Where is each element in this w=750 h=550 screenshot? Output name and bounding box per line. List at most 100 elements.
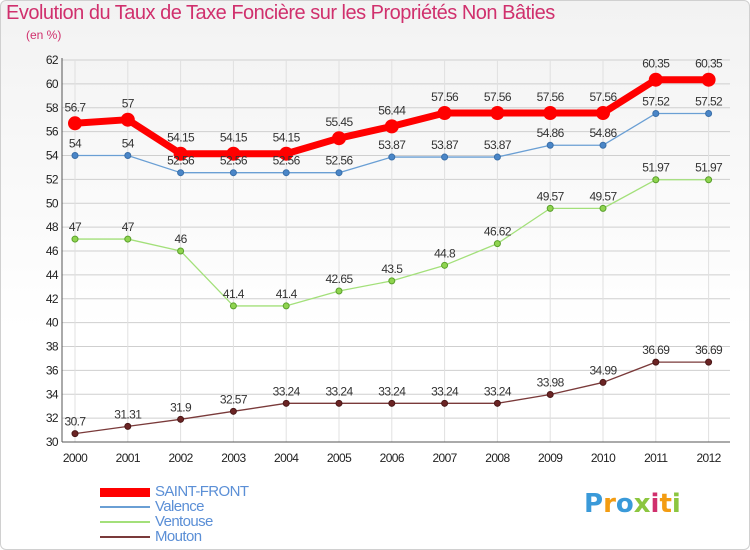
series-layer bbox=[68, 72, 716, 438]
data-label: 42.65 bbox=[325, 272, 353, 286]
x-tick-label: 2002 bbox=[168, 451, 193, 465]
data-label: 47 bbox=[69, 220, 82, 234]
data-point bbox=[543, 106, 558, 121]
data-point bbox=[493, 399, 501, 407]
data-label: 36.69 bbox=[642, 343, 670, 357]
data-label: 31.9 bbox=[170, 400, 192, 414]
y-tick-label: 40 bbox=[46, 316, 59, 330]
data-point bbox=[173, 146, 188, 161]
data-point bbox=[335, 399, 343, 407]
data-label: 49.57 bbox=[589, 189, 617, 203]
data-label: 33.24 bbox=[378, 384, 406, 398]
y-tick-label: 62 bbox=[46, 53, 59, 67]
logo-letter: x bbox=[633, 489, 651, 519]
legend-swatch bbox=[100, 536, 150, 538]
data-label: 34.99 bbox=[589, 363, 617, 377]
data-point bbox=[335, 287, 343, 295]
data-point bbox=[599, 204, 607, 212]
data-label: 32.57 bbox=[220, 392, 248, 406]
data-point bbox=[282, 169, 290, 177]
chart-title: Evolution du Taux de Taxe Foncière sur l… bbox=[6, 2, 555, 24]
data-label: 57.56 bbox=[484, 90, 512, 104]
data-point bbox=[384, 119, 399, 134]
data-point bbox=[177, 247, 185, 255]
y-tick-label: 30 bbox=[46, 435, 59, 449]
data-label: 56.44 bbox=[378, 103, 406, 117]
data-point bbox=[652, 358, 660, 366]
data-point bbox=[546, 141, 554, 149]
legend-label: Valence bbox=[155, 498, 205, 515]
data-point bbox=[648, 72, 663, 87]
data-label: 60.35 bbox=[642, 57, 670, 71]
y-tick-label: 58 bbox=[46, 101, 59, 115]
data-label: 51.97 bbox=[642, 161, 670, 175]
data-label: 57.52 bbox=[695, 94, 723, 108]
y-tick-label: 60 bbox=[46, 77, 59, 91]
data-point bbox=[68, 116, 82, 131]
data-label: 33.24 bbox=[273, 384, 301, 398]
data-label: 53.87 bbox=[378, 138, 406, 152]
data-point bbox=[388, 399, 396, 407]
data-label: 53.87 bbox=[431, 138, 459, 152]
data-point bbox=[441, 261, 449, 269]
x-tick-label: 2004 bbox=[274, 451, 299, 465]
data-point bbox=[177, 169, 185, 177]
data-label: 54 bbox=[69, 137, 82, 151]
data-point bbox=[441, 153, 449, 161]
legend-item: SAINT-FRONT bbox=[100, 483, 360, 500]
data-label: 33.24 bbox=[431, 384, 459, 398]
y-tick-label: 54 bbox=[46, 149, 59, 163]
data-point bbox=[388, 277, 396, 285]
data-point bbox=[335, 169, 343, 177]
legend: SAINT-FRONT Valence Ventouse Mouton bbox=[100, 483, 360, 545]
data-point bbox=[599, 141, 607, 149]
proxiti-logo: Proxiti bbox=[584, 489, 681, 519]
y-tick-label: 42 bbox=[46, 292, 59, 306]
data-label: 53.87 bbox=[484, 138, 512, 152]
data-label: 47 bbox=[122, 220, 135, 234]
logo-letter: i bbox=[671, 489, 681, 519]
data-label: 52.56 bbox=[167, 154, 195, 168]
y-tick-label: 50 bbox=[46, 196, 59, 210]
data-point bbox=[229, 407, 237, 415]
data-point bbox=[124, 235, 132, 243]
data-point bbox=[546, 390, 554, 398]
legend-item: Ventouse bbox=[100, 513, 360, 530]
legend-swatch bbox=[100, 506, 150, 508]
data-point bbox=[490, 106, 505, 121]
data-label: 43.5 bbox=[381, 262, 403, 276]
data-label: 57.56 bbox=[589, 90, 617, 104]
data-point bbox=[441, 399, 449, 407]
data-label: 54.86 bbox=[537, 126, 565, 140]
x-tick-label: 2012 bbox=[696, 451, 721, 465]
data-label: 54.15 bbox=[220, 131, 248, 145]
data-point bbox=[282, 399, 290, 407]
data-point bbox=[332, 131, 346, 146]
data-point bbox=[279, 146, 294, 161]
data-point bbox=[701, 72, 716, 87]
data-point bbox=[124, 422, 132, 430]
data-label: 52.56 bbox=[273, 154, 301, 168]
data-label: 57.56 bbox=[537, 90, 565, 104]
legend-item: Valence bbox=[100, 498, 360, 515]
data-label: 54.86 bbox=[589, 126, 617, 140]
data-label: 41.4 bbox=[276, 287, 298, 301]
x-tick-label: 2007 bbox=[432, 451, 457, 465]
data-label: 44.8 bbox=[434, 246, 456, 260]
data-label: 30.7 bbox=[65, 415, 87, 429]
y-tick-label: 36 bbox=[46, 363, 59, 377]
y-tick-label: 52 bbox=[46, 172, 59, 186]
data-label: 57 bbox=[122, 97, 135, 111]
x-tick-label: 2000 bbox=[63, 451, 88, 465]
y-tick-label: 56 bbox=[46, 125, 59, 139]
data-point bbox=[705, 358, 713, 366]
data-label: 41.4 bbox=[223, 287, 245, 301]
logo-letter: i bbox=[650, 489, 660, 519]
data-point bbox=[652, 109, 660, 117]
logo-letter: r bbox=[603, 489, 616, 519]
data-label-layer: 30.7 31.31 31.9 32.57 33.24 33.24 33.24 33.24 33… bbox=[65, 57, 724, 429]
data-point bbox=[124, 152, 132, 159]
y-tick-label: 44 bbox=[46, 268, 59, 282]
data-label: 33.24 bbox=[325, 384, 353, 398]
legend-label: Ventouse bbox=[155, 513, 213, 530]
